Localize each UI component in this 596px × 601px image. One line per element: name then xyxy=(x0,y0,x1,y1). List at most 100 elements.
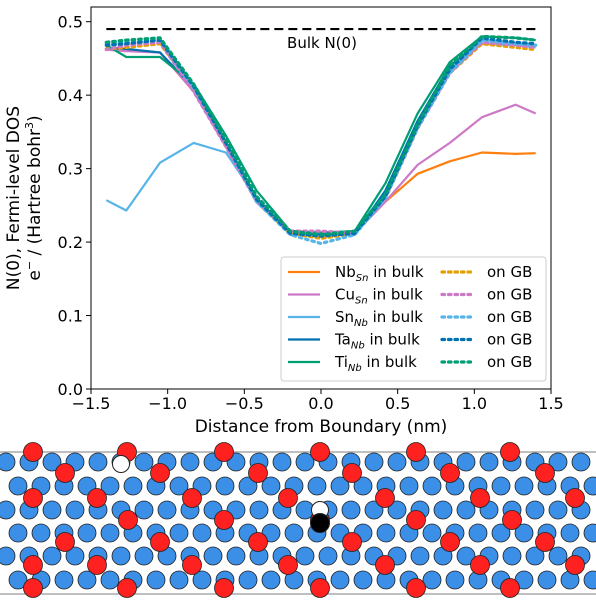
atom-nb xyxy=(479,452,499,472)
atom-sn xyxy=(117,578,137,598)
atom-nb xyxy=(560,523,580,543)
atom-nb xyxy=(422,476,442,496)
y-tick-label: 0.4 xyxy=(58,86,83,105)
atom-sn xyxy=(500,578,520,598)
atom-nb xyxy=(502,546,522,566)
atom-sn xyxy=(375,555,395,575)
atom-nb xyxy=(192,570,212,590)
legend-label: TiNb in bulk xyxy=(334,353,417,374)
atom-nb xyxy=(100,570,120,590)
y-axis-label-line2: e− / (Hartree bohr3) xyxy=(23,115,45,280)
atom-nb xyxy=(77,570,97,590)
atom-nb xyxy=(295,452,315,472)
atom-nb xyxy=(364,452,384,472)
x-tick-label: 1.5 xyxy=(538,394,563,413)
atom-sn xyxy=(214,510,234,530)
legend-label: NbSn in bulk xyxy=(335,263,424,284)
atom-sn xyxy=(150,463,170,483)
x-tick-label: 0.5 xyxy=(385,394,410,413)
atom-sn xyxy=(23,442,43,462)
atom-nb xyxy=(42,546,62,566)
atom-nb xyxy=(583,476,596,496)
atom-nb xyxy=(238,476,258,496)
atom-sn xyxy=(55,463,75,483)
atom-nb xyxy=(31,523,51,543)
atom-sn xyxy=(440,532,460,552)
atom-nb xyxy=(65,500,85,520)
legend-label: TaNb in bulk xyxy=(334,331,420,352)
atom-nb xyxy=(169,570,189,590)
series-line-ti-nb-in-bulk xyxy=(105,35,536,234)
atom-nb xyxy=(111,546,131,566)
legend-label: CuSn in bulk xyxy=(335,286,423,307)
series-line-cu-sn-in-bulk xyxy=(106,48,537,235)
y-tick-label: 0.5 xyxy=(58,13,83,32)
atom-nb xyxy=(548,452,568,472)
atom-nb xyxy=(0,452,16,472)
atoms xyxy=(0,442,596,598)
atom-sn xyxy=(406,510,426,530)
atom-sn xyxy=(248,532,268,552)
atom-sn xyxy=(440,463,460,483)
atom-nb xyxy=(169,523,189,543)
atom-sn xyxy=(502,510,522,530)
atom-nb xyxy=(42,452,62,472)
atom-nb xyxy=(548,500,568,520)
legend-label: on GB xyxy=(487,263,532,281)
series-line-ti-nb-on-gb xyxy=(104,34,538,237)
atom-nb xyxy=(399,476,419,496)
atom-nb xyxy=(514,523,534,543)
atom-sn xyxy=(278,488,298,508)
atom-sn xyxy=(310,442,330,462)
atom-nb xyxy=(261,570,281,590)
series-line-nb-sn-in-bulk xyxy=(106,46,536,235)
atom-sn xyxy=(23,555,43,575)
atom-nb xyxy=(192,523,212,543)
x-tick-label: 0.0 xyxy=(308,394,333,413)
atom-nb xyxy=(157,500,177,520)
atom-nb xyxy=(514,476,534,496)
series-line-cu-sn-on-gb xyxy=(104,40,538,235)
atom-sn xyxy=(23,578,43,598)
atom-nb xyxy=(387,452,407,472)
atom-nb xyxy=(422,523,442,543)
atom-nb xyxy=(456,546,476,566)
atom-nb xyxy=(583,523,596,543)
atom-nb xyxy=(456,452,476,472)
series-line-ta-nb-in-bulk xyxy=(106,38,536,236)
atom-sn xyxy=(342,532,362,552)
series-layer xyxy=(104,34,538,246)
legend-frame xyxy=(280,256,547,382)
atom-nb xyxy=(525,546,545,566)
series-line-sn-nb-in-bulk xyxy=(105,42,536,235)
x-axis-label: Distance from Boundary (nm) xyxy=(195,417,448,437)
atom-sn xyxy=(87,488,107,508)
vacancy-site xyxy=(112,455,130,473)
atom-nb xyxy=(491,523,511,543)
atom-sn xyxy=(406,442,426,462)
atom-nb xyxy=(330,476,350,496)
atom-nb xyxy=(456,500,476,520)
atom-nb xyxy=(318,546,338,566)
atom-nb xyxy=(410,546,430,566)
bulk-reference-label: Bulk N(0) xyxy=(287,34,357,52)
atom-sn xyxy=(23,488,43,508)
y-axis-label-line1: N(0), Fermi-level DOS xyxy=(4,106,24,290)
atom-nb xyxy=(583,570,596,590)
series-line-ta-nb-on-gb xyxy=(104,36,538,238)
atom-nb xyxy=(100,476,120,496)
atom-sn xyxy=(500,442,520,462)
atom-nb xyxy=(468,523,488,543)
atom-sn xyxy=(248,463,268,483)
atom-sn xyxy=(55,532,75,552)
atom-nb xyxy=(8,570,28,590)
atom-nb xyxy=(376,523,396,543)
x-tick-label: −0.5 xyxy=(225,394,264,413)
atom-sn xyxy=(182,488,202,508)
atom-nb xyxy=(54,570,74,590)
atom-nb xyxy=(341,500,361,520)
y-tick-label: 0.2 xyxy=(58,233,83,252)
atom-nb xyxy=(8,523,28,543)
y-tick-label: 0.1 xyxy=(58,307,83,326)
